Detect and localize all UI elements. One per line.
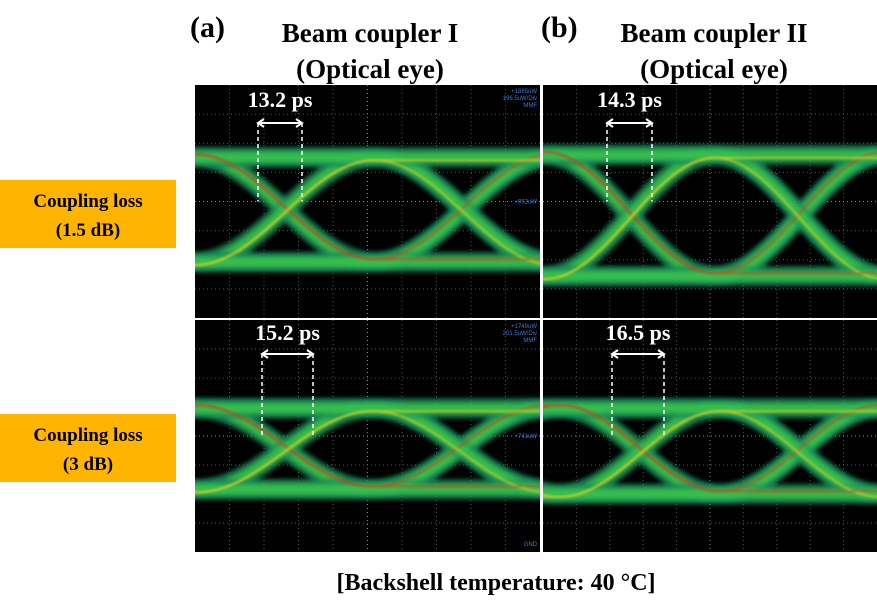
eye-panel: 16.5 ps bbox=[538, 320, 877, 552]
row-label: Coupling loss bbox=[33, 191, 142, 212]
row-label: Coupling loss bbox=[33, 425, 142, 446]
scope-readout: GND bbox=[524, 542, 538, 548]
scope-readout: MMF bbox=[523, 103, 537, 109]
column-title: Beam coupler II bbox=[621, 18, 808, 48]
eye-width: 16.5 ps bbox=[606, 320, 671, 345]
row-value: (1.5 dB) bbox=[56, 220, 120, 241]
scope-readout: +1885uW bbox=[511, 89, 537, 95]
figure: (a) Beam coupler I (Optical eye) (b) Bea… bbox=[0, 0, 877, 604]
panel-label: (a) bbox=[190, 11, 225, 44]
eye-width: 14.3 ps bbox=[597, 87, 662, 112]
scope-readout: MMF bbox=[523, 338, 537, 344]
scope-readout: +1749uW bbox=[511, 324, 537, 330]
column-subtitle: (Optical eye) bbox=[640, 54, 788, 84]
panel-label: (b) bbox=[541, 11, 578, 44]
eye-width: 13.2 ps bbox=[248, 87, 313, 112]
scope-readout: +952uW bbox=[514, 200, 537, 206]
row-value: (3 dB) bbox=[63, 454, 113, 475]
scope-readout: 201.5uW/Div bbox=[503, 331, 537, 337]
scope-readout: 196.5uW/Div bbox=[503, 96, 537, 102]
column-subtitle: (Optical eye) bbox=[296, 54, 444, 84]
footer: [Backshell temperature: 40 °C] bbox=[336, 570, 655, 596]
scope-readout: +741uW bbox=[514, 434, 537, 440]
eye-panel: 14.3 ps bbox=[538, 85, 877, 318]
eye-width: 15.2 ps bbox=[255, 320, 320, 345]
column-title: Beam coupler I bbox=[282, 18, 459, 48]
